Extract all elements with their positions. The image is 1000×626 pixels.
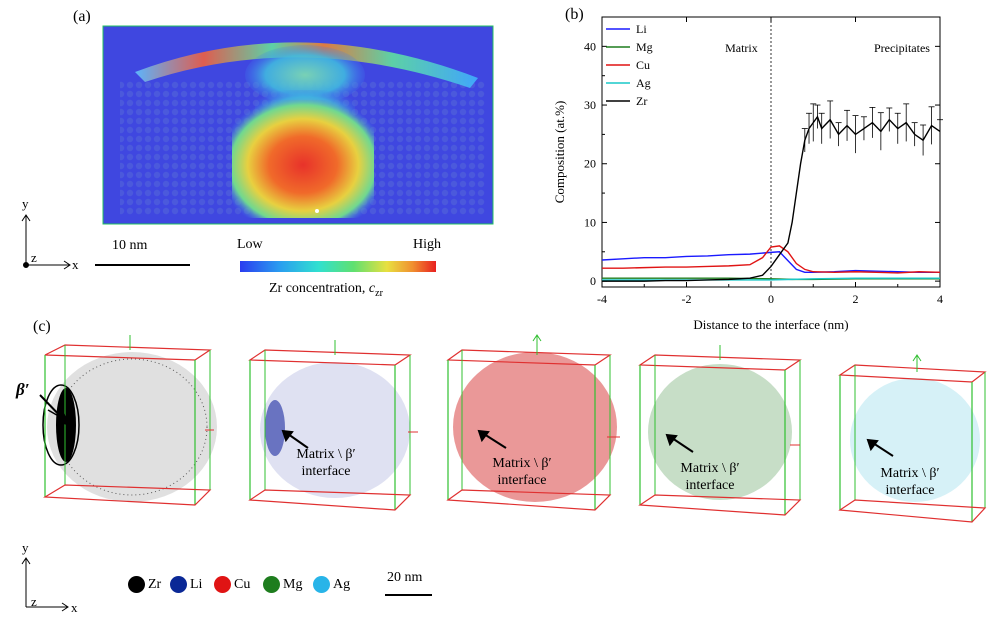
x-tick-label: 4 — [937, 292, 943, 306]
panel-a-axis-x: x — [72, 257, 79, 272]
colorbar-high-label: High — [413, 237, 441, 252]
series-line-zr — [602, 115, 941, 282]
panel-a-label: (a) — [73, 8, 91, 25]
series-line-li — [601, 251, 940, 274]
element-legend-label: Zr — [148, 576, 162, 592]
y-tick-label: 20 — [584, 157, 596, 171]
panel-c-axis-z: z — [31, 594, 37, 609]
element-legend-cu: Cu — [214, 576, 250, 593]
x-tick-label: -4 — [597, 292, 607, 306]
legend-label-zr: Zr — [636, 94, 647, 108]
element-legend-marker — [313, 576, 330, 593]
element-legend-marker — [128, 576, 145, 593]
colorbar — [240, 261, 436, 272]
interface-arrows — [39, 394, 894, 457]
element-legend-marker — [214, 576, 231, 593]
y-tick-label: 10 — [584, 215, 596, 229]
concentration-map — [102, 25, 494, 225]
beta-prime-label: β′ — [16, 380, 30, 399]
interface-label-ag: Matrix \ β′ interface — [880, 466, 940, 498]
element-legend-li: Li — [170, 576, 202, 593]
colorbar-low-label: Low — [237, 237, 263, 252]
element-legend-label: Ag — [333, 576, 351, 592]
interface-label-cu: Matrix \ β′ interface — [492, 456, 552, 488]
panel-a-axis-y: y — [22, 196, 29, 211]
atom-map-zr — [42, 335, 217, 506]
x-tick-label: 0 — [768, 292, 774, 306]
y-tick-label: 30 — [584, 98, 596, 112]
panel-a-scale-label: 10 nm — [112, 238, 148, 253]
panel-c-axes-triad — [21, 557, 69, 612]
x-tick-label: 2 — [853, 292, 859, 306]
panel-c-label: (c) — [33, 318, 51, 335]
panel-a-axis-z: z — [31, 250, 37, 265]
panel-a-axes-triad — [21, 214, 71, 270]
x-tick-label: -2 — [682, 292, 692, 306]
legend-label-ag: Ag — [636, 76, 651, 90]
interface-label-mg: Matrix \ β′ interface — [680, 461, 740, 493]
legend-label-cu: Cu — [636, 58, 650, 72]
panel-b-label: (b) — [565, 6, 584, 23]
atom-map-ag — [838, 354, 987, 523]
annotation-precipitates: Precipitates — [874, 41, 930, 55]
element-legend-label: Cu — [234, 576, 251, 592]
element-legend-marker — [170, 576, 187, 593]
annotation-matrix: Matrix — [725, 41, 758, 55]
element-legend-label: Li — [190, 576, 203, 592]
series-line-cu — [602, 245, 941, 274]
y-tick-label: 0 — [590, 274, 596, 288]
y-axis-label: Composition (at.%) — [552, 101, 567, 204]
element-legend-mg: Mg — [263, 576, 302, 593]
legend-label-mg: Mg — [636, 40, 653, 54]
x-axis-label: Distance to the interface (nm) — [693, 317, 848, 332]
legend-label-li: Li — [636, 22, 647, 36]
atom-map-li — [248, 340, 418, 511]
atom-map-cu — [446, 334, 620, 511]
element-legend-zr: Zr — [128, 576, 161, 593]
element-legend-ag: Ag — [313, 576, 350, 593]
element-legend-marker — [263, 576, 280, 593]
panel-c-axis-x: x — [71, 600, 78, 615]
colorbar-caption: Zr concentration, czr — [269, 281, 383, 299]
interface-label-li: Matrix \ β′ interface — [296, 447, 356, 479]
atom-map-mg — [638, 345, 802, 516]
element-legend-label: Mg — [283, 576, 303, 592]
y-tick-label: 40 — [584, 39, 596, 53]
panel-c-scale-label: 20 nm — [387, 570, 423, 585]
panel-c-axis-y: y — [22, 540, 29, 555]
